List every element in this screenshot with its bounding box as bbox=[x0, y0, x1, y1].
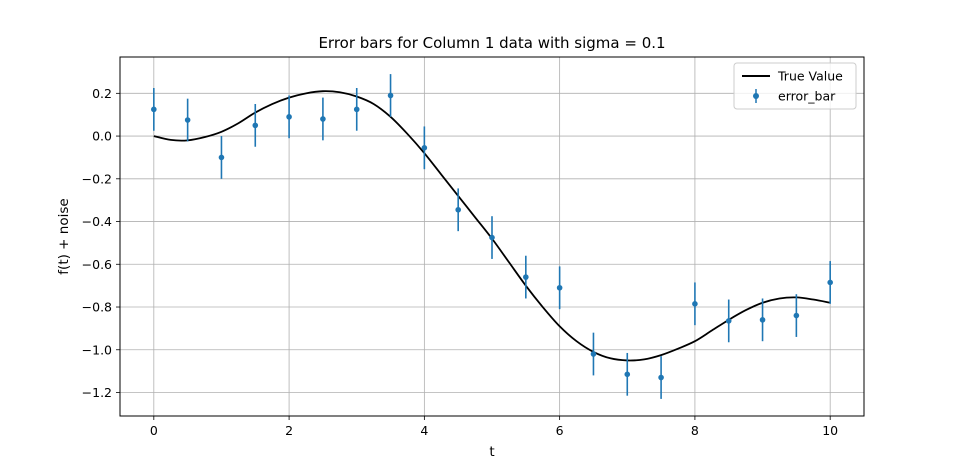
error-bar-point bbox=[421, 145, 428, 151]
legend-error-bar-label: error_bar bbox=[778, 89, 836, 104]
error-bar-point bbox=[218, 154, 225, 161]
error-bar-point bbox=[793, 312, 800, 319]
error-bar-point bbox=[624, 371, 631, 378]
error-bar-point bbox=[353, 106, 360, 113]
error-bar-point bbox=[556, 284, 563, 291]
error-bar-point bbox=[455, 206, 461, 213]
error-bar-point bbox=[590, 351, 597, 357]
x-tick-label: 10 bbox=[822, 423, 838, 438]
y-tick-label: −1.2 bbox=[82, 385, 112, 400]
y-tick-label: −0.4 bbox=[82, 214, 112, 229]
y-axis-label: f(t) + noise bbox=[56, 198, 72, 274]
error-bar-point bbox=[827, 279, 833, 286]
ticks-layer: 0 2 4 6 8 10 0.2 0.0 −0.2 −0.4 −0.6 −0.8 −1.0 −1.2 bbox=[82, 86, 839, 438]
y-tick-label: −1.0 bbox=[82, 342, 112, 357]
legend-box bbox=[733, 62, 857, 110]
error-bar-point bbox=[489, 234, 495, 241]
error-bar-point bbox=[151, 106, 157, 113]
y-tick-label: −0.2 bbox=[82, 171, 112, 186]
error-bar-point bbox=[320, 116, 326, 122]
error-bar-point bbox=[725, 318, 732, 324]
legend-error-bar-swatch-dot bbox=[753, 93, 759, 99]
error-bar-point bbox=[286, 114, 292, 120]
x-tick-label: 4 bbox=[420, 423, 428, 438]
error-bar-point bbox=[759, 317, 766, 323]
legend-true-value-label: True Value bbox=[777, 69, 843, 84]
y-tick-label: 0.0 bbox=[92, 129, 112, 144]
y-tick-label: 0.2 bbox=[92, 86, 112, 101]
x-tick-label: 8 bbox=[691, 423, 699, 438]
chart-title: Error bars for Column 1 data with sigma … bbox=[318, 34, 665, 52]
points-layer bbox=[151, 74, 833, 399]
legend: True Value error_bar bbox=[733, 62, 857, 110]
plot-frame bbox=[119, 56, 865, 417]
error-bar-point bbox=[252, 122, 259, 129]
x-tick-label: 0 bbox=[150, 423, 158, 438]
x-tick-label: 2 bbox=[285, 423, 293, 438]
x-tick-label: 6 bbox=[556, 423, 564, 438]
error-bar-point bbox=[658, 374, 664, 381]
y-tick-label: −0.8 bbox=[82, 300, 112, 315]
y-tick-label: −0.6 bbox=[82, 257, 112, 272]
error-bar-point bbox=[387, 92, 394, 99]
error-bar-point bbox=[692, 301, 698, 307]
x-axis-label: t bbox=[489, 444, 494, 460]
error-bar-point bbox=[184, 117, 191, 123]
error-bar-point bbox=[523, 274, 529, 280]
